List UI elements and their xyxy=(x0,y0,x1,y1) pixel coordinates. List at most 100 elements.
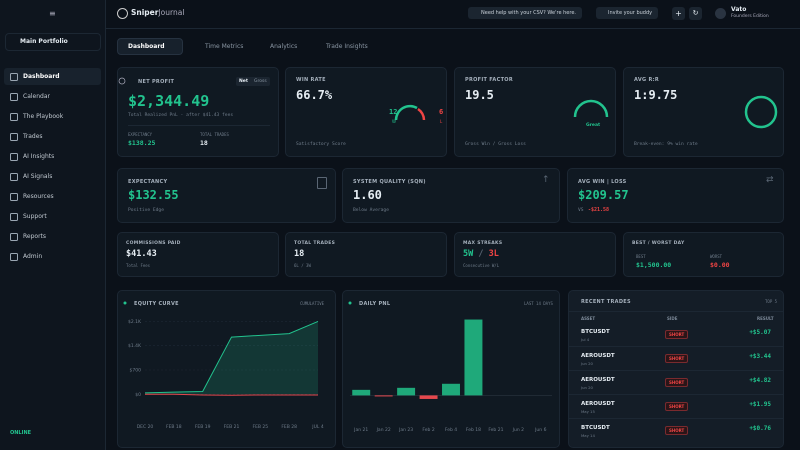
date: May 15 xyxy=(581,409,595,414)
value: $41.43 xyxy=(126,249,157,259)
refresh-button[interactable]: ↻ xyxy=(689,7,702,20)
avatar[interactable] xyxy=(715,8,726,19)
add-button[interactable]: + xyxy=(672,7,685,20)
nav-icon xyxy=(10,153,18,161)
stat-label: TOTAL TRADES xyxy=(200,132,229,137)
toggle-net[interactable]: Net xyxy=(239,79,248,84)
title: EQUITY CURVE xyxy=(134,301,179,307)
result: +$5.07 xyxy=(749,329,771,336)
title: PROFIT FACTOR xyxy=(465,77,513,83)
profit-factor: 19.5 xyxy=(465,88,494,102)
net-profit: $2,344.49 xyxy=(128,92,210,110)
result: +$1.95 xyxy=(749,401,771,408)
side: SHORT xyxy=(665,426,689,435)
status: ONLINE xyxy=(10,430,32,436)
column-header: SIDE xyxy=(667,316,678,321)
worst: $0.00 xyxy=(710,261,730,269)
avg-rr: 1:9.75 xyxy=(634,88,678,102)
pnl-card: DAILY PNL LAST 14 DAYS xyxy=(342,290,560,448)
note: Total Fees xyxy=(126,263,151,268)
result: +$0.76 xyxy=(749,425,771,432)
tab[interactable]: Trade Insights xyxy=(326,43,368,50)
note: Positive Edge xyxy=(128,208,164,213)
nav-item[interactable]: Trades xyxy=(23,133,43,140)
profit-factor-card: PROFIT FACTOR 19.5 Great Gross Win / Gro… xyxy=(454,67,616,157)
title: AVG R:R xyxy=(634,77,660,83)
nav-icon xyxy=(10,173,18,181)
value: $132.55 xyxy=(128,188,179,202)
small-card: TOTAL TRADES 18 6L / 3W xyxy=(285,232,447,277)
nav-item[interactable]: Admin xyxy=(23,253,43,260)
nav-item[interactable]: Resources xyxy=(23,193,54,200)
title: MAX STREAKS xyxy=(463,241,503,246)
brand: SniperJournal xyxy=(131,8,184,17)
icon xyxy=(317,177,327,189)
kpi-card: SYSTEM QUALITY (SQN) 1.60 Below Average … xyxy=(342,168,560,223)
title: BEST / WORST DAY xyxy=(632,241,685,246)
title: EXPECTANCY xyxy=(128,179,168,185)
stat-value: 18 xyxy=(200,139,208,147)
side: SHORT xyxy=(665,378,689,387)
losses-label: L xyxy=(440,119,443,124)
wins-label: W xyxy=(392,119,396,124)
nav-icon xyxy=(10,233,18,241)
best-label: BEST xyxy=(636,254,646,259)
portfolio-select[interactable] xyxy=(5,33,101,51)
column-header: RESULT xyxy=(757,316,774,321)
net-profit-card: NET PROFIT Net Gross $2,344.49 Total Rea… xyxy=(117,67,279,157)
topbar-line xyxy=(106,28,800,29)
nav-icon xyxy=(10,253,18,261)
menu-icon[interactable]: ≡ xyxy=(49,9,56,18)
brand-suffix: Journal xyxy=(158,8,185,17)
side: SHORT xyxy=(665,402,689,411)
toggle[interactable] xyxy=(236,77,270,86)
user-name: Vato xyxy=(731,6,747,13)
recent-trades-card: RECENT TRADES TOP 5 ASSET SIDE RESULT BTCUS… xyxy=(568,290,784,448)
win-rate: 66.7% xyxy=(296,88,333,102)
nav-item[interactable]: Dashboard xyxy=(23,73,60,80)
note: Total Realized PnL - after $41.43 fees xyxy=(128,113,234,118)
logo xyxy=(117,8,128,19)
nav-icon xyxy=(10,93,18,101)
nav-icon xyxy=(10,73,18,81)
invite-button[interactable]: Invite your buddy xyxy=(596,7,659,19)
help-button[interactable]: Need help with your CSV? We're here. xyxy=(468,7,582,19)
nav-item[interactable]: Reports xyxy=(23,233,47,240)
value: 18 xyxy=(294,249,305,259)
subtitle: LAST 14 DAYS xyxy=(524,301,553,306)
streak-card: MAX STREAKS 5W / 3L Consecutive W/L xyxy=(454,232,616,277)
tab[interactable]: Dashboard xyxy=(128,43,165,50)
note: Below Average xyxy=(353,208,389,213)
title: WIN RATE xyxy=(296,77,326,83)
small-card: COMMISSIONS PAID $41.43 Total Fees xyxy=(117,232,279,277)
kpi-card: AVG WIN | LOSS $209.57 VS -$21.58 ⇄ xyxy=(567,168,784,223)
nav-item[interactable]: Support xyxy=(23,213,47,220)
title: DAILY PNL xyxy=(359,301,391,307)
nav-item[interactable]: AI Signals xyxy=(23,173,53,180)
nav-icon xyxy=(10,193,18,201)
nav-item[interactable]: Calendar xyxy=(23,93,50,100)
nav-icon xyxy=(10,213,18,221)
date: Jun 20 xyxy=(581,361,593,366)
toggle-gross[interactable]: Gross xyxy=(254,79,267,84)
streak-value: 5W / 3L xyxy=(463,249,499,259)
win-streak: 5W xyxy=(463,249,474,259)
subtitle: CUMULATIVE xyxy=(300,301,325,306)
column-header: ASSET xyxy=(581,316,596,321)
loss-streak: 3L xyxy=(488,249,499,259)
result: +$3.44 xyxy=(749,353,771,360)
kpi-card: EXPECTANCY $132.55 Positive Edge xyxy=(117,168,336,223)
row-line xyxy=(569,370,783,371)
header-line xyxy=(569,311,783,312)
stat-value: $138.25 xyxy=(128,139,156,147)
nav-active xyxy=(4,68,101,85)
nav-item[interactable]: The Playbook xyxy=(23,113,64,120)
tab[interactable]: Time Metrics xyxy=(205,43,244,50)
nav-icon xyxy=(10,113,18,121)
date: Jul 4 xyxy=(581,337,590,342)
nav-item[interactable]: AI Insights xyxy=(23,153,55,160)
tab[interactable]: Analytics xyxy=(270,43,298,50)
row-line xyxy=(569,418,783,419)
title: AVG WIN | LOSS xyxy=(578,179,627,185)
